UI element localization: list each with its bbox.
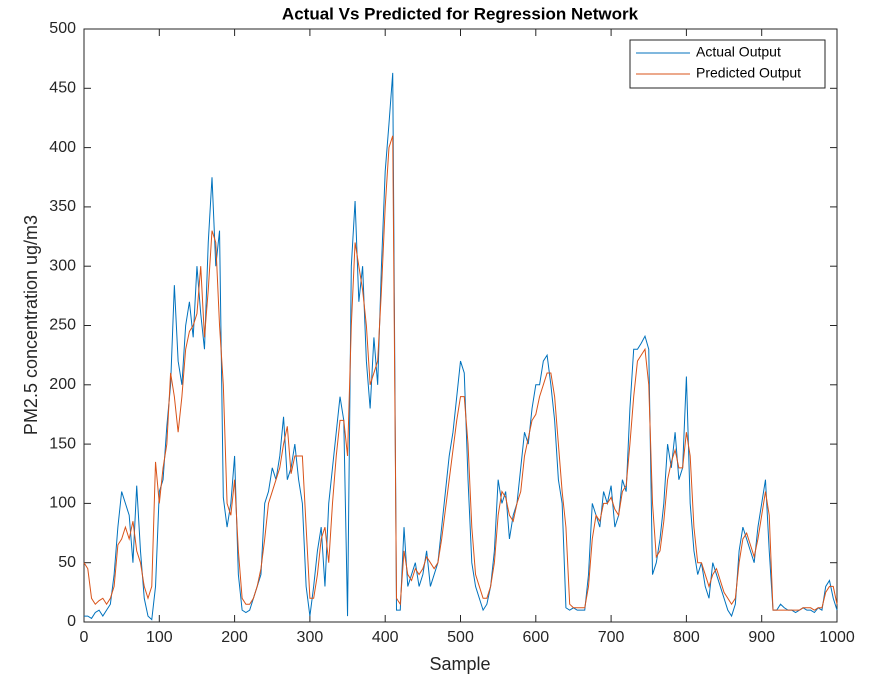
y-tick-label: 500 — [49, 20, 76, 37]
x-tick-label: 800 — [673, 629, 700, 646]
x-tick-label: 700 — [598, 629, 625, 646]
data-line — [83, 135, 838, 611]
x-tick-label: 1000 — [819, 629, 855, 646]
y-tick-label: 100 — [49, 495, 76, 512]
x-tick-label: 900 — [748, 629, 775, 646]
legend-label: Predicted Output — [696, 65, 801, 81]
legend-label: Actual Output — [696, 44, 781, 60]
y-tick-label: 150 — [49, 435, 76, 452]
x-tick-label: 300 — [297, 629, 324, 646]
x-tick-label: 200 — [221, 629, 248, 646]
y-tick-label: 50 — [58, 554, 76, 571]
y-tick-label: 300 — [49, 257, 76, 274]
y-tick-label: 0 — [67, 613, 76, 630]
x-tick-label: 400 — [372, 629, 399, 646]
y-tick-label: 450 — [49, 80, 76, 97]
y-tick-label: 400 — [49, 139, 76, 156]
data-line — [84, 72, 838, 621]
x-tick-label: 0 — [80, 629, 89, 646]
plot-frame — [83, 28, 838, 623]
y-tick-label: 200 — [49, 376, 76, 393]
chart-title: Actual Vs Predicted for Regression Netwo… — [282, 4, 639, 23]
x-tick-label: 500 — [447, 629, 474, 646]
x-tick-label: 100 — [146, 629, 173, 646]
x-axis-label: Sample — [429, 654, 490, 674]
y-axis-label: PM2.5 concentration ug/m3 — [21, 215, 41, 435]
y-tick-label: 350 — [49, 198, 76, 215]
x-tick-label: 600 — [522, 629, 549, 646]
y-tick-label: 250 — [49, 317, 76, 334]
legend-box — [629, 39, 826, 89]
